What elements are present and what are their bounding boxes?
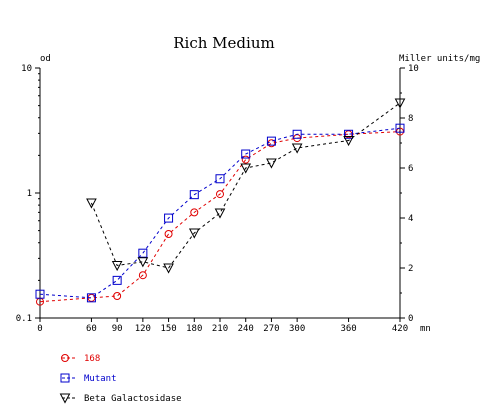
data-point	[292, 129, 302, 139]
x-tick-label: 0	[37, 324, 42, 334]
series-3	[86, 98, 406, 274]
right-tick-label: 6	[408, 164, 413, 174]
data-point	[113, 291, 122, 300]
data-point	[112, 275, 122, 285]
legend-item: 168	[61, 354, 100, 364]
data-point	[164, 229, 173, 238]
legend-marker	[61, 354, 69, 362]
series-2	[35, 123, 405, 303]
legend-label: Mutant	[84, 374, 117, 384]
left-axis-ticks: 0.1 1 10	[16, 64, 40, 324]
data-point	[215, 174, 225, 184]
left-axis-label: od	[40, 54, 51, 64]
x-axis-ticks: 0 60 90 120 150 180 210 240 270 300 360 420	[37, 318, 408, 334]
data-point	[189, 190, 199, 200]
chart-title: Rich Medium	[173, 34, 274, 52]
right-tick-label: 10	[408, 64, 419, 74]
data-point	[190, 208, 199, 217]
data-point	[291, 143, 303, 154]
data-point	[138, 271, 147, 280]
x-tick-label: 120	[135, 324, 151, 334]
right-tick-label: 2	[408, 264, 413, 274]
x-tick-label: 180	[186, 324, 202, 334]
data-point	[111, 261, 123, 272]
left-tick-label: 1	[27, 189, 32, 199]
data-point	[214, 208, 226, 219]
right-axis-ticks: 0 2 4 6 8 10	[400, 64, 419, 324]
data-point	[137, 257, 149, 268]
data-point	[344, 129, 354, 139]
x-tick-label: 300	[289, 324, 305, 334]
series-line	[90, 102, 401, 269]
x-tick-label: 210	[212, 324, 228, 334]
right-axis-label: Miller units/mg	[399, 54, 480, 64]
right-tick-label: 0	[408, 314, 413, 324]
legend-label: Beta Galactosidase	[84, 394, 182, 404]
data-point	[86, 198, 97, 209]
data-point	[35, 289, 45, 299]
right-tick-label: 4	[408, 214, 413, 224]
data-point	[216, 190, 224, 199]
legend: 168 Mutant Beta Galactosidase	[59, 354, 182, 404]
data-point	[394, 98, 406, 109]
x-tick-label: 420	[392, 324, 408, 334]
series-layer	[35, 98, 406, 306]
legend-item: Mutant	[60, 373, 117, 384]
x-tick-label: 270	[263, 324, 279, 334]
data-point	[395, 123, 405, 133]
x-tick-label: 90	[112, 324, 123, 334]
data-point	[266, 136, 276, 146]
data-point	[266, 158, 277, 169]
data-point	[163, 263, 174, 274]
data-point	[343, 136, 354, 147]
data-point	[188, 228, 200, 239]
x-unit-label: mn	[420, 324, 431, 334]
x-tick-label: 150	[160, 324, 176, 334]
legend-marker	[59, 393, 71, 404]
legend-item: Beta Galactosidase	[59, 393, 182, 404]
x-tick-label: 360	[340, 324, 356, 334]
right-tick-label: 8	[408, 114, 413, 124]
data-point	[241, 149, 251, 159]
data-point	[86, 293, 96, 303]
legend-marker	[60, 373, 70, 383]
left-tick-label: 0.1	[16, 314, 32, 324]
data-point	[138, 248, 148, 258]
series-line	[39, 127, 401, 299]
series-line	[39, 131, 401, 303]
data-point	[240, 163, 252, 174]
x-tick-label: 240	[238, 324, 254, 334]
data-point	[164, 213, 174, 223]
data-point	[241, 155, 250, 164]
legend-label: 168	[84, 354, 100, 364]
x-tick-label: 60	[86, 324, 97, 334]
left-tick-label: 10	[21, 64, 32, 74]
